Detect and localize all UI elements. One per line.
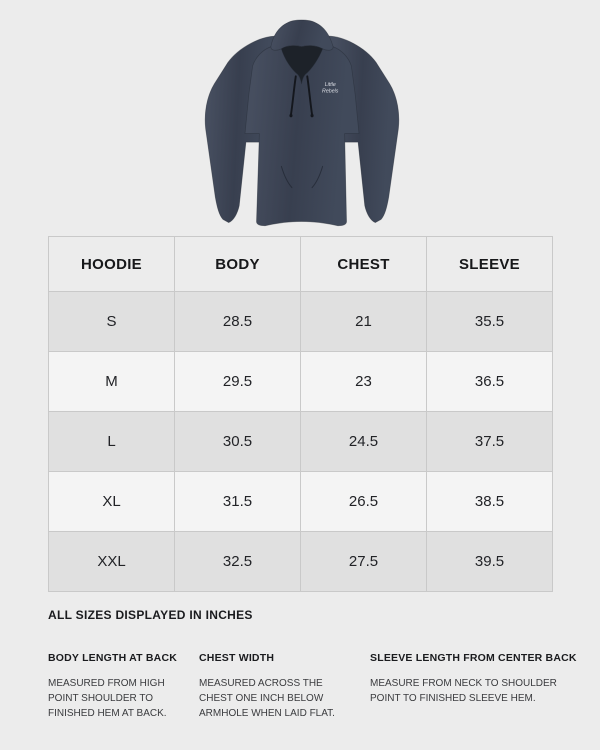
svg-text:Little: Little <box>325 82 336 88</box>
svg-text:Rebels: Rebels <box>322 88 339 94</box>
